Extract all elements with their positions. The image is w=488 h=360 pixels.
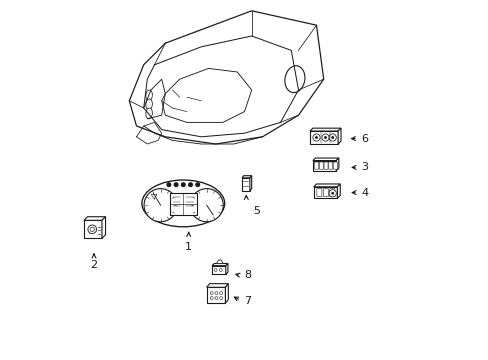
- Circle shape: [328, 190, 336, 197]
- FancyBboxPatch shape: [314, 162, 318, 169]
- Ellipse shape: [145, 108, 152, 119]
- Circle shape: [314, 136, 317, 139]
- FancyBboxPatch shape: [324, 162, 327, 169]
- Polygon shape: [102, 217, 105, 238]
- Ellipse shape: [145, 99, 152, 110]
- Polygon shape: [337, 128, 340, 144]
- Polygon shape: [313, 187, 337, 198]
- Polygon shape: [206, 287, 225, 303]
- Text: 8: 8: [244, 270, 251, 280]
- Ellipse shape: [285, 66, 305, 93]
- Circle shape: [144, 189, 177, 222]
- Circle shape: [215, 292, 218, 294]
- Polygon shape: [225, 284, 228, 303]
- Text: 3: 3: [361, 162, 368, 172]
- Circle shape: [214, 269, 217, 271]
- Text: 4: 4: [361, 188, 368, 198]
- Text: 7: 7: [244, 296, 251, 306]
- Circle shape: [321, 134, 328, 141]
- Polygon shape: [312, 158, 338, 161]
- Polygon shape: [84, 220, 102, 238]
- Polygon shape: [249, 176, 251, 191]
- Polygon shape: [216, 260, 223, 264]
- Circle shape: [330, 136, 333, 139]
- Polygon shape: [206, 284, 228, 287]
- FancyBboxPatch shape: [169, 193, 197, 215]
- Text: 1: 1: [185, 242, 192, 252]
- Circle shape: [167, 183, 170, 186]
- FancyBboxPatch shape: [319, 162, 323, 169]
- Circle shape: [174, 183, 178, 186]
- FancyBboxPatch shape: [323, 189, 328, 197]
- Circle shape: [210, 292, 213, 294]
- Ellipse shape: [145, 90, 152, 101]
- Circle shape: [196, 183, 199, 186]
- FancyBboxPatch shape: [316, 189, 321, 197]
- FancyBboxPatch shape: [329, 189, 334, 197]
- Polygon shape: [337, 184, 340, 198]
- Polygon shape: [313, 184, 340, 187]
- Text: 5: 5: [253, 206, 260, 216]
- Circle shape: [181, 183, 185, 186]
- Polygon shape: [242, 176, 251, 178]
- Polygon shape: [212, 264, 227, 266]
- Polygon shape: [84, 217, 105, 220]
- Circle shape: [219, 297, 222, 300]
- Circle shape: [330, 192, 333, 195]
- Polygon shape: [336, 158, 338, 171]
- Circle shape: [190, 189, 223, 222]
- Polygon shape: [312, 161, 336, 171]
- Ellipse shape: [142, 180, 224, 227]
- Circle shape: [88, 225, 96, 234]
- FancyBboxPatch shape: [333, 162, 337, 169]
- Circle shape: [210, 297, 213, 300]
- Circle shape: [215, 297, 218, 300]
- FancyBboxPatch shape: [328, 162, 332, 169]
- Circle shape: [90, 227, 94, 231]
- Polygon shape: [212, 266, 225, 274]
- Circle shape: [219, 292, 222, 294]
- Text: 2: 2: [90, 260, 98, 270]
- Polygon shape: [309, 128, 340, 131]
- Circle shape: [219, 269, 222, 271]
- Circle shape: [324, 136, 326, 139]
- Text: 6: 6: [361, 134, 368, 144]
- Circle shape: [328, 134, 336, 141]
- Circle shape: [312, 134, 320, 141]
- Circle shape: [188, 183, 192, 186]
- Polygon shape: [225, 264, 227, 274]
- Polygon shape: [309, 131, 337, 144]
- Polygon shape: [242, 178, 249, 191]
